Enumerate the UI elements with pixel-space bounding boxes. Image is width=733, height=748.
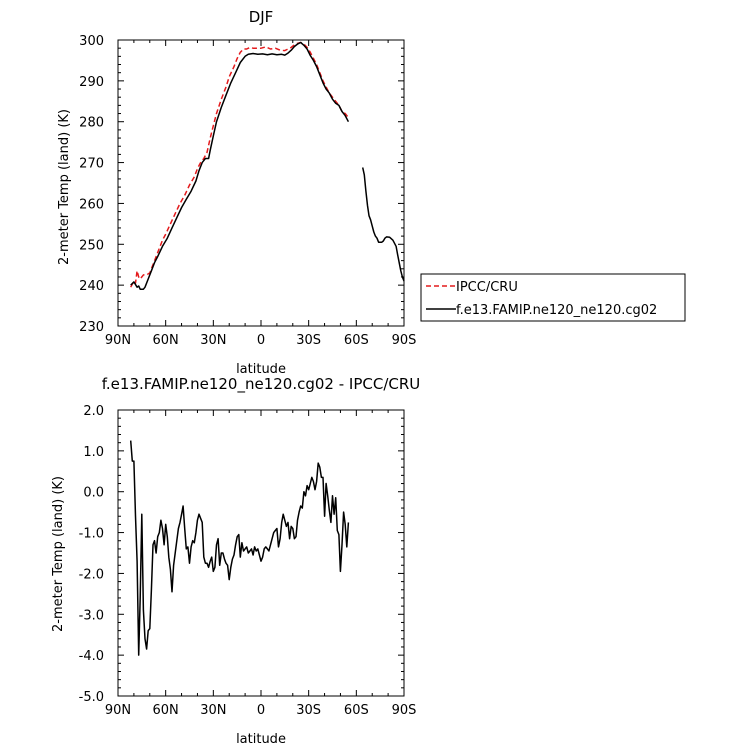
top-plot-frame — [117, 39, 405, 327]
bottom-y-tick-label: -2.0 — [79, 567, 104, 582]
bottom-x-tick-label: 30S — [296, 703, 321, 718]
bottom-series — [129, 440, 350, 656]
bottom-panel: f.e13.FAMIP.ne120_ne120.cg02 - IPCC/CRU … — [51, 375, 420, 747]
top-series-0-line-0 — [130, 41, 349, 288]
bottom-plot-frame — [117, 409, 405, 697]
bottom-series-0-line-0 — [129, 440, 350, 656]
top-y-tick-label: 230 — [79, 320, 104, 335]
bottom-x-tick-label: 90N — [105, 703, 131, 718]
bottom-y-tick-label: -1.0 — [79, 527, 104, 542]
bottom-y-axis-label: 2-meter Temp (land) (K) — [51, 476, 66, 632]
top-x-tick-label: 90S — [392, 333, 417, 348]
top-x-tick-label: 0 — [257, 333, 265, 348]
top-y-tick-label: 300 — [79, 34, 104, 49]
legend: IPCC/CRU f.e13.FAMIP.ne120_ne120.cg02 — [420, 273, 686, 322]
bottom-y-tick-label: 1.0 — [83, 445, 104, 460]
bottom-x-tick-label: 90S — [392, 703, 417, 718]
top-x-tick-label: 60N — [153, 333, 179, 348]
legend-box — [420, 273, 686, 322]
bottom-x-tick-label: 60N — [153, 703, 179, 718]
bottom-y-tick-label: 2.0 — [83, 404, 104, 419]
top-y-tick-label: 280 — [79, 116, 104, 131]
top-y-tick-label: 270 — [79, 157, 104, 172]
legend-label-model: f.e13.FAMIP.ne120_ne120.cg02 — [456, 303, 657, 318]
top-panel: DJF 2-meter Temp (land) (K) latitude 90N… — [57, 8, 686, 377]
top-x-tick-label: 60S — [344, 333, 369, 348]
bottom-x-axis-label: latitude — [236, 732, 286, 747]
bottom-x-tick-label: 0 — [257, 703, 265, 718]
top-x-tick-label: 30N — [200, 333, 226, 348]
top-x-tick-label: 90N — [105, 333, 131, 348]
bottom-y-tick-label: -4.0 — [79, 649, 104, 664]
bottom-x-tick-label: 60S — [344, 703, 369, 718]
bottom-x-tick-label: 30N — [200, 703, 226, 718]
top-y-tick-label: 260 — [79, 197, 104, 212]
top-x-tick-label: 30S — [296, 333, 321, 348]
bottom-chart-title: f.e13.FAMIP.ne120_ne120.cg02 - IPCC/CRU — [102, 375, 421, 394]
top-axes: 90N 60N 30N 0 30S 60S 90S 230 240 250 260 270 280 290… — [79, 34, 416, 348]
bottom-axes: 90N 60N 30N 0 30S 60S 90S 2.0 1.0 0.0 -1.0 -2.0 -3.0… — [79, 404, 417, 718]
top-y-tick-label: 250 — [79, 238, 104, 253]
bottom-y-tick-label: -3.0 — [79, 608, 104, 623]
top-series-1-line-0 — [130, 41, 350, 290]
legend-label-ipcc-cru: IPCC/CRU — [456, 280, 518, 295]
top-x-axis-label: latitude — [236, 362, 286, 377]
bottom-y-tick-label: -5.0 — [79, 690, 104, 705]
top-y-tick-label: 240 — [79, 279, 104, 294]
bottom-y-tick-label: 0.0 — [83, 486, 104, 501]
top-y-axis-label: 2-meter Temp (land) (K) — [57, 109, 72, 265]
top-series — [130, 41, 405, 290]
top-series-1-line-1 — [361, 167, 405, 282]
top-chart-title: DJF — [249, 8, 274, 26]
top-y-tick-label: 290 — [79, 75, 104, 90]
